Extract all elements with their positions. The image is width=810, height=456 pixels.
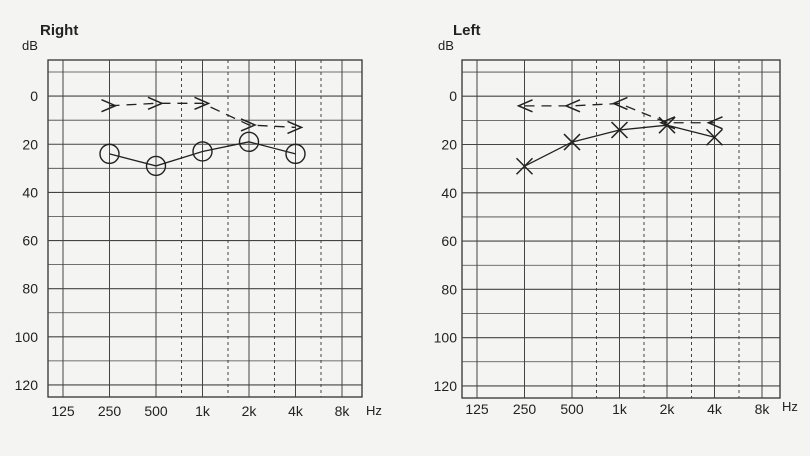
x-tick-label: 1k	[195, 403, 211, 419]
data-point-cross	[515, 157, 534, 175]
x-tick-label: 1k	[612, 401, 628, 417]
y-axis-unit-left: dB	[438, 38, 454, 53]
x-tick-label: 8k	[755, 401, 771, 417]
y-tick-label: 60	[22, 233, 38, 249]
x-tick-label: 500	[144, 403, 168, 419]
chart-title-right: Right	[40, 22, 78, 39]
left-ear-audiogram: Left dB Hz 0 20 40 60 80 100 120 125 250 500 1k 2k 4…	[434, 22, 798, 417]
data-point-circle	[145, 155, 167, 177]
data-point-circle	[238, 131, 260, 153]
y-tick-label: 60	[441, 233, 457, 249]
data-point-arrow-left	[611, 96, 628, 111]
y-tick-label: 80	[22, 281, 38, 297]
chart-title-left: Left	[453, 22, 481, 39]
data-point-arrow-right	[287, 120, 304, 135]
x-tick-label: 250	[513, 401, 537, 417]
y-tick-label: 100	[434, 330, 458, 346]
data-point-arrow-left	[659, 116, 676, 130]
x-tick-label: 8k	[335, 403, 351, 419]
x-axis-unit-right: Hz	[366, 403, 382, 418]
x-tick-label: 4k	[707, 401, 723, 417]
x-tick-label: 250	[98, 403, 122, 419]
series-line	[524, 102, 715, 124]
data-point-arrow-right	[240, 118, 257, 132]
y-tick-label: 20	[22, 136, 38, 152]
plot-frame	[461, 59, 781, 399]
data-point-arrow-left	[564, 99, 581, 113]
y-tick-label: 40	[441, 185, 457, 201]
x-tick-label: 2k	[242, 403, 258, 419]
grid-right	[47, 59, 363, 398]
data-point-arrow-left	[706, 116, 723, 130]
grid-left	[461, 59, 781, 399]
data-point-circle	[192, 141, 213, 162]
x-tick-label: 125	[465, 401, 489, 417]
x-tick-label: 500	[560, 401, 584, 417]
data-point-arrow-left	[516, 99, 533, 113]
data-point-arrow-right	[101, 99, 118, 113]
tick-labels-left: 0 20 40 60 80 100 120 125 250 500 1k 2k 4k 8k	[434, 88, 771, 417]
data-point-arrow-right	[194, 96, 211, 111]
tick-labels-right: 0 20 40 60 80 100 120 125 250 500 1k 2k 4k 8k	[15, 88, 351, 419]
x-tick-label: 2k	[660, 401, 676, 417]
x-tick-label: 125	[51, 403, 75, 419]
y-tick-label: 20	[441, 137, 457, 153]
right-ear-audiogram: Right dB Hz 0 20 40 60 80 100 120 125 250 500 1k 2k…	[15, 22, 382, 419]
data-point-cross	[610, 121, 629, 139]
data-point-arrow-right	[147, 96, 164, 111]
y-tick-label: 80	[441, 281, 457, 297]
x-tick-label: 4k	[288, 403, 304, 419]
y-tick-label: 40	[22, 184, 38, 200]
y-axis-unit-right: dB	[22, 38, 38, 53]
data-point-circle	[99, 143, 120, 165]
series-line	[109, 141, 296, 167]
data-point-circle	[285, 143, 306, 165]
y-tick-label: 100	[15, 329, 39, 345]
y-tick-label: 120	[15, 377, 39, 393]
data-point-cross	[563, 133, 581, 151]
data-point-cross	[705, 128, 724, 146]
y-tick-label: 120	[434, 378, 458, 394]
plot-frame	[47, 59, 363, 398]
y-tick-label: 0	[30, 88, 38, 104]
y-tick-label: 0	[449, 88, 457, 104]
data-marks-left	[515, 96, 724, 175]
x-axis-unit-left: Hz	[782, 399, 798, 414]
series-line	[109, 102, 296, 129]
data-marks-right	[99, 96, 306, 177]
